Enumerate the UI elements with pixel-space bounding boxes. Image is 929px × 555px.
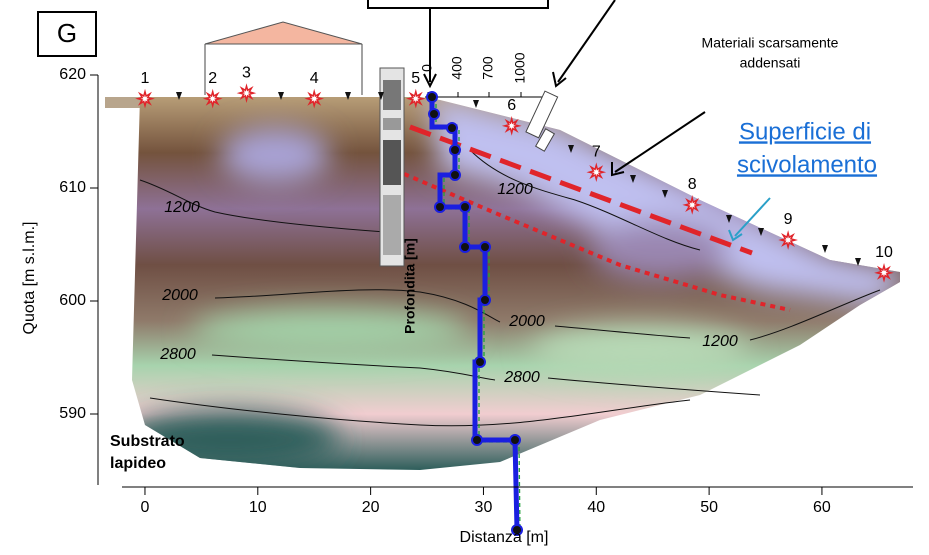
- x-tick-label: 10: [249, 499, 267, 516]
- y-tick-label: 600: [59, 292, 86, 309]
- y-tick-label: 610: [59, 179, 86, 196]
- source-label: 5: [411, 70, 420, 87]
- source-label: 2: [208, 70, 217, 87]
- annotation: Superficie di: [739, 118, 871, 145]
- panel-label: G: [57, 18, 77, 48]
- x-axis-label: Distanza [m]: [460, 529, 549, 546]
- annotation: lapideo: [110, 455, 166, 472]
- source-label: 9: [784, 211, 793, 228]
- y-axis-label: Quota [m s.l.m.]: [21, 222, 38, 335]
- annotation: Materiali scarsamente: [702, 35, 839, 51]
- contour-label: 1200: [497, 181, 533, 198]
- source-label: 1: [141, 70, 150, 87]
- x-tick-label: 50: [700, 499, 718, 516]
- building: [205, 22, 362, 95]
- source: [589, 165, 603, 179]
- contour-label: 1200: [164, 199, 200, 216]
- source: [781, 233, 795, 247]
- source-label: 10: [875, 244, 893, 261]
- source-label: 3: [242, 64, 251, 81]
- source: [505, 119, 519, 133]
- source-label: 7: [592, 143, 601, 160]
- source-label: 6: [507, 97, 516, 114]
- x-tick-label: 40: [587, 499, 605, 516]
- source: [685, 198, 699, 212]
- x-tick-label: 20: [362, 499, 380, 516]
- source: [877, 266, 891, 280]
- contour-label: 2000: [508, 313, 545, 330]
- callout-box: [368, 0, 548, 8]
- source-label: 8: [688, 176, 697, 193]
- annotation: Substrato: [110, 433, 185, 450]
- contour-label: 2000: [161, 287, 198, 304]
- source: [307, 92, 321, 106]
- inset-label: Profondita [m]: [402, 238, 418, 334]
- contour-label: 1200: [702, 333, 738, 350]
- source: [206, 92, 220, 106]
- source: [409, 92, 423, 106]
- figure: 1200200028001200200028001200 Profondita …: [0, 0, 929, 555]
- annotation: addensati: [740, 55, 801, 71]
- inset-tick-label: 0: [419, 64, 435, 72]
- y-tick-label: 620: [59, 66, 86, 83]
- contour-label: 2800: [159, 346, 196, 363]
- x-tick-label: 30: [475, 499, 493, 516]
- source: [240, 86, 254, 100]
- source: [138, 92, 152, 106]
- annotation: scivolamento: [737, 151, 877, 178]
- x-tick-label: 60: [813, 499, 831, 516]
- y-tick-label: 590: [59, 405, 86, 422]
- inset-tick-label: 700: [480, 56, 496, 80]
- x-tick-label: 0: [141, 499, 150, 516]
- inset-tick-label: 400: [449, 56, 465, 80]
- source-label: 4: [310, 70, 319, 87]
- inset-tick-label: 1000: [512, 52, 528, 83]
- contour-label: 2800: [503, 369, 540, 386]
